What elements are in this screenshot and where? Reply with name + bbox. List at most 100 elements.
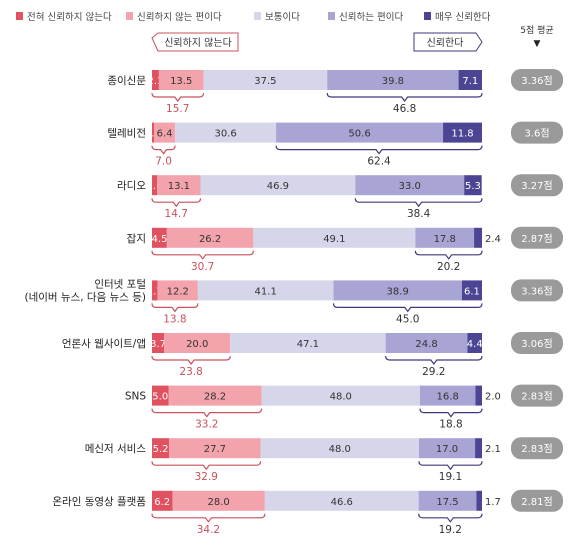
trust-bracket [418,513,483,523]
bar-segment [415,227,475,248]
average-badge [511,384,563,407]
category-label-line: 인터넷 포털 [94,278,146,290]
bar-segment [253,227,416,248]
bar-value-label: 6.1 [464,286,480,297]
bar-value-label: 17.0 [436,444,458,455]
legend-label: 신뢰하지 않는 편이다 [137,11,222,23]
distrust-total-label: 32.9 [195,471,218,483]
category-row: 온라인 동영상 플랫폼 6.2 28.0 46.6 17.5 1.7 34.2 19.2 2.8… [52,489,563,536]
legend-item: 신뢰하는 편이다 [328,11,403,23]
legend-label: 신뢰하는 편이다 [339,11,403,23]
bar-segment [152,438,170,459]
bar-segment [152,227,167,248]
bar-segment [276,122,444,143]
category-label: 인터넷 포털 (네이버 뉴스, 다음 뉴스 등) [25,278,146,303]
category-label: 텔레비전 [107,128,146,140]
bar-value-label: 5.3 [465,181,481,192]
bar-value-label: 2.1 [485,444,501,455]
distrust-total-label: 33.2 [195,419,218,431]
trust-bracket [385,355,483,365]
trust-total-label: 38.4 [407,208,431,220]
bar-value-label: 33.0 [399,181,421,192]
bar-value-label: 49.1 [323,234,345,245]
bar-value-label: 47.1 [297,339,319,350]
trust-total-label: 19.2 [439,524,462,536]
legend-item: 매우 신뢰한다 [424,12,491,23]
bar-segment [385,333,468,353]
bar-value-label: 1.6 [147,181,163,192]
bar-value-label: 38.9 [387,286,409,297]
average-badge [511,279,563,302]
legend-swatch [254,12,261,20]
bar-segment [152,333,165,353]
average-badge [511,226,563,249]
bar-value-label: 26.2 [199,234,221,245]
bar-segment [418,490,477,511]
category-label: SNS [125,391,147,403]
bar-segment [264,490,419,511]
distrust-bracket [151,355,231,365]
legend-swatch [328,12,335,20]
bar-value-label: 3.7 [150,339,166,350]
chart-header: 신뢰하지 않는다 신뢰한다 5점 평균 ▼ [151,24,554,52]
bar-value-label: 41.1 [255,286,277,297]
bar-segment [458,70,482,90]
trust-bracket [354,198,483,208]
trust-bracket [332,303,483,313]
distrust-bracket [151,461,262,471]
bar-segment [157,175,201,196]
bar-segment [355,175,465,196]
trust-tag-box [413,32,483,52]
bar-segment [230,333,386,353]
average-badge [511,69,563,91]
bar-value-label: 20.0 [186,339,208,350]
trust-bracket [326,92,483,102]
trust-total-label: 29.2 [422,366,445,378]
distrust-bracket [151,198,202,208]
trust-bracket [414,250,483,260]
trust-total-label: 45.0 [396,313,419,325]
distrust-bracket [151,145,176,155]
distrust-total-label: 13.8 [163,313,186,325]
bar-value-label: 39.8 [382,76,404,87]
bar-segment [474,227,482,248]
bar-segment [153,122,176,143]
bar-segment [475,385,482,406]
bar-segment [152,70,159,90]
category-label: 라디오 [117,180,146,192]
bar-segment [152,175,158,196]
trust-bracket [419,408,483,418]
bar-value-label: 1.7 [485,497,501,508]
legend-label: 전혀 신뢰하지 않는다 [27,11,112,23]
category-row: 언론사 웹사이트/앱 3.7 20.0 47.1 24.8 4.4 23.8 29.2 3.06… [62,332,563,378]
distrust-tag-box [151,32,239,52]
bar-segment [476,490,482,511]
bar-value-label: 17.8 [434,234,456,245]
average-value: 2.81점 [521,496,552,508]
bar-value-label: 28.0 [208,497,230,508]
category-row: SNS 5.0 28.2 48.0 16.8 2.0 33.2 18.8 2.83점 [125,384,563,431]
bar-segment [333,280,462,301]
category-row: 잡지 4.5 26.2 49.1 17.8 2.4 30.7 20.2 2.87점 [127,226,563,273]
average-value: 2.83점 [521,443,552,455]
bar-value-label: 48.0 [329,444,351,455]
distrust-tag: 신뢰하지 않는다 [151,32,239,52]
bar-segment [327,70,459,90]
trust-bracket [418,461,483,471]
trust-total-label: 62.4 [367,156,391,168]
bar-value-label: 13.1 [168,181,190,192]
trust-bracket [275,145,483,155]
bar-segment [261,385,420,406]
distrust-bracket [151,513,266,523]
distrust-bracket [151,303,199,313]
average-badge [511,121,563,144]
bar-value-label: 37.5 [254,76,276,87]
distrust-total-label: 14.7 [165,208,188,220]
average-header: 5점 평균 [520,24,553,36]
trust-total-label: 18.8 [439,419,462,431]
bar-value-label: 2.1 [148,76,164,87]
bar-segment [168,385,262,406]
average-badge [511,174,563,197]
category-row: 인터넷 포털 (네이버 뉴스, 다음 뉴스 등) 1.7 12.2 41.1 38.9 6.… [25,278,563,325]
